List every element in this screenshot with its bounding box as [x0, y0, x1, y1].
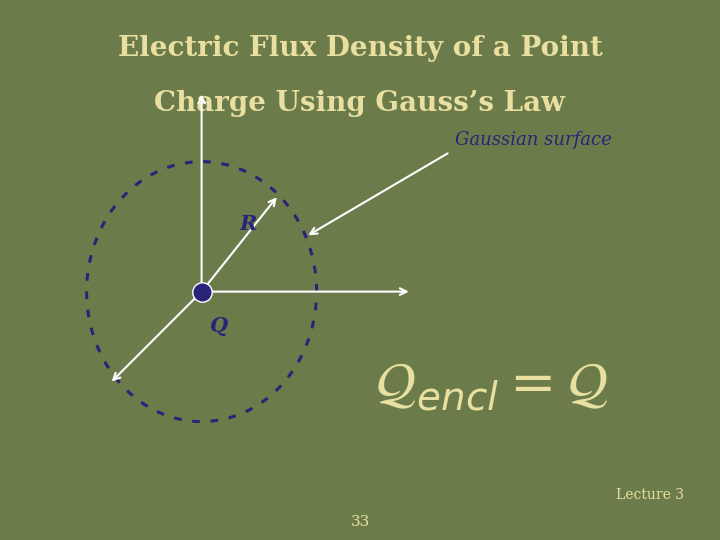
- Text: Gaussian surface: Gaussian surface: [455, 131, 612, 149]
- Text: 33: 33: [351, 515, 369, 529]
- Text: $\mathcal{Q}_{encl} = \mathcal{Q}$: $\mathcal{Q}_{encl} = \mathcal{Q}$: [375, 357, 608, 413]
- Text: Lecture 3: Lecture 3: [616, 488, 684, 502]
- Text: R: R: [240, 214, 257, 234]
- Text: Charge Using Gauss’s Law: Charge Using Gauss’s Law: [155, 90, 565, 117]
- Text: Electric Flux Density of a Point: Electric Flux Density of a Point: [117, 35, 603, 62]
- Text: Q: Q: [210, 315, 228, 335]
